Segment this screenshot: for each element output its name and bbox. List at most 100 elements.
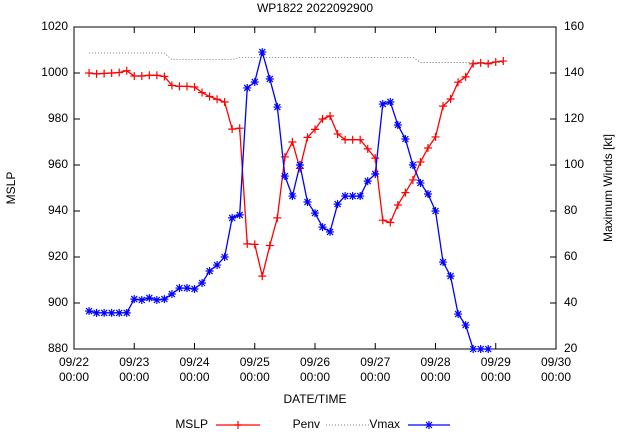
x-tick-label: 09/23 00:00: [119, 355, 150, 384]
marker: [484, 345, 493, 353]
marker: [213, 261, 222, 270]
marker: [100, 69, 109, 78]
marker: [401, 188, 410, 197]
marker: [145, 293, 154, 302]
marker: [356, 135, 365, 144]
marker: [130, 295, 139, 304]
marker: [198, 88, 207, 97]
marker: [454, 78, 463, 87]
marker: [491, 57, 500, 66]
marker: [303, 198, 312, 207]
marker: [288, 192, 297, 201]
y-tick-label: 980: [48, 111, 68, 125]
marker: [280, 172, 289, 181]
marker: [190, 83, 199, 92]
marker: [152, 71, 161, 80]
marker: [454, 310, 463, 319]
y2-tick-label: 20: [564, 341, 578, 355]
marker: [371, 154, 380, 163]
marker: [167, 290, 176, 299]
marker: [205, 92, 214, 101]
marker: [341, 135, 350, 144]
marker: [182, 82, 191, 91]
marker: [250, 77, 259, 86]
marker: [160, 295, 169, 304]
y-tick-label: 880: [48, 341, 68, 355]
marker: [326, 227, 335, 236]
marker: [326, 112, 335, 121]
marker: [469, 59, 478, 68]
marker: [243, 83, 252, 92]
marker: [423, 143, 432, 152]
marker: [393, 201, 402, 210]
y-axis-label: MSLP: [4, 172, 18, 205]
marker: [115, 68, 124, 77]
marker: [115, 308, 124, 317]
marker: [378, 216, 387, 225]
y-tick-label: 1000: [41, 65, 68, 79]
marker: [341, 192, 350, 201]
marker: [446, 94, 455, 103]
marker: [431, 132, 440, 141]
marker: [100, 308, 109, 317]
marker: [461, 321, 470, 330]
y-tick-label: 920: [48, 249, 68, 263]
marker: [439, 102, 448, 111]
marker: [311, 125, 319, 134]
x-tick-label: 09/29 00:00: [480, 355, 511, 384]
x-axis-label: DATE/TIME: [283, 392, 346, 406]
marker: [175, 284, 184, 293]
marker: [85, 69, 94, 77]
marker: [378, 100, 387, 109]
x-tick-label: 09/22 00:00: [58, 355, 90, 384]
marker: [220, 253, 229, 261]
series-line: [89, 52, 504, 63]
x-tick-label: 09/27 00:00: [360, 355, 391, 384]
marker: [243, 239, 252, 248]
marker: [122, 66, 131, 75]
marker: [423, 189, 432, 198]
y2-tick-label: 160: [564, 19, 584, 33]
marker: [250, 240, 259, 249]
marker: [476, 58, 485, 67]
marker: [401, 135, 410, 144]
marker: [273, 213, 282, 222]
marker: [363, 177, 372, 186]
marker: [205, 267, 214, 276]
y2-axis-label: Maximum Winds [kt]: [601, 134, 615, 242]
marker: [107, 308, 116, 317]
marker: [258, 272, 267, 281]
y-tick-label: 960: [48, 157, 68, 171]
marker: [348, 135, 357, 144]
marker: [408, 175, 417, 184]
marker: [356, 192, 365, 201]
marker: [484, 59, 493, 68]
marker: [431, 207, 440, 215]
marker: [303, 133, 312, 142]
marker: [182, 284, 191, 293]
marker: [446, 272, 455, 281]
marker: [145, 71, 154, 80]
x-tick-label: 09/30 00:00: [540, 355, 572, 384]
y2-tick-label: 140: [564, 65, 584, 79]
marker: [122, 308, 131, 317]
marker: [137, 71, 146, 80]
legend-marker: [234, 421, 242, 429]
marker: [416, 158, 425, 167]
marker: [265, 241, 274, 250]
marker: [273, 103, 282, 112]
marker: [416, 178, 425, 187]
marker: [220, 97, 229, 106]
series-line: [88, 49, 489, 350]
marker: [371, 169, 380, 178]
legend-label: Penv: [293, 417, 320, 431]
marker: [408, 161, 417, 169]
legend-marker: [425, 421, 433, 429]
marker: [107, 69, 116, 77]
marker: [476, 345, 485, 353]
y-tick-label: 1020: [41, 19, 68, 33]
marker: [235, 210, 244, 219]
marker: [386, 218, 395, 227]
y-tick-label: 940: [48, 203, 68, 217]
